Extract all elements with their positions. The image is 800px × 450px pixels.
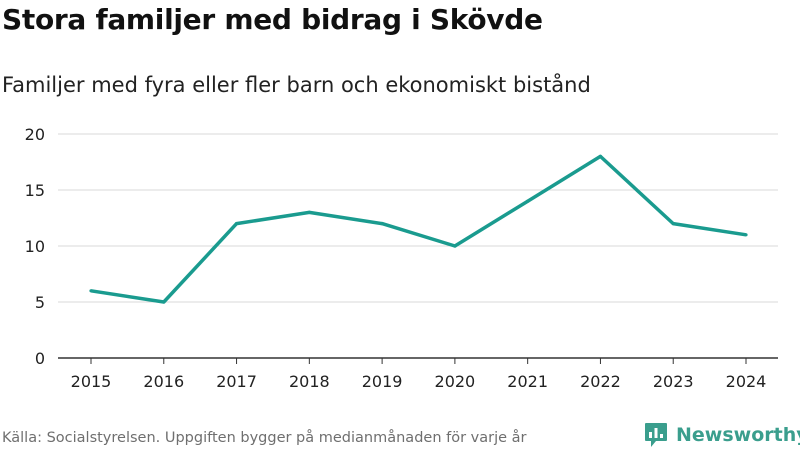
x-tick-label: 2020 (435, 372, 476, 391)
x-tick-label: 2019 (362, 372, 403, 391)
y-tick-label: 10 (25, 237, 45, 256)
data-point (598, 154, 603, 158)
x-tick-label: 2021 (507, 372, 548, 391)
x-tick-label: 2018 (289, 372, 330, 391)
y-tick-label: 20 (25, 125, 45, 144)
x-tick-label: 2023 (653, 372, 694, 391)
y-tick-label: 15 (25, 181, 45, 200)
data-point (89, 289, 93, 293)
data-point (234, 222, 239, 226)
x-tick-label: 2015 (71, 372, 112, 391)
data-point (162, 300, 166, 304)
brand-logo: Newsworthy (644, 420, 800, 450)
series-line (90, 154, 747, 304)
x-tick-label: 2024 (726, 372, 767, 391)
x-tick-label: 2017 (216, 372, 257, 391)
data-point (380, 222, 384, 226)
data-point (526, 199, 530, 203)
chart-subtitle: Familjer med fyra eller fler barn och ek… (2, 73, 591, 97)
brand-name: Newsworthy (676, 424, 800, 446)
x-tick-label: 2022 (580, 372, 621, 391)
y-tick-label: 5 (35, 293, 45, 312)
data-point (744, 233, 748, 237)
source-note: Källa: Socialstyrelsen. Uppgiften bygger… (2, 430, 527, 446)
data-point (307, 210, 311, 214)
y-tick-label: 0 (35, 349, 45, 368)
chart-title: Stora familjer med bidrag i Skövde (2, 3, 543, 36)
data-point (671, 222, 675, 226)
bar-chart-logo-icon (645, 423, 667, 447)
data-point (453, 244, 457, 248)
x-tick-label: 2016 (143, 372, 184, 391)
